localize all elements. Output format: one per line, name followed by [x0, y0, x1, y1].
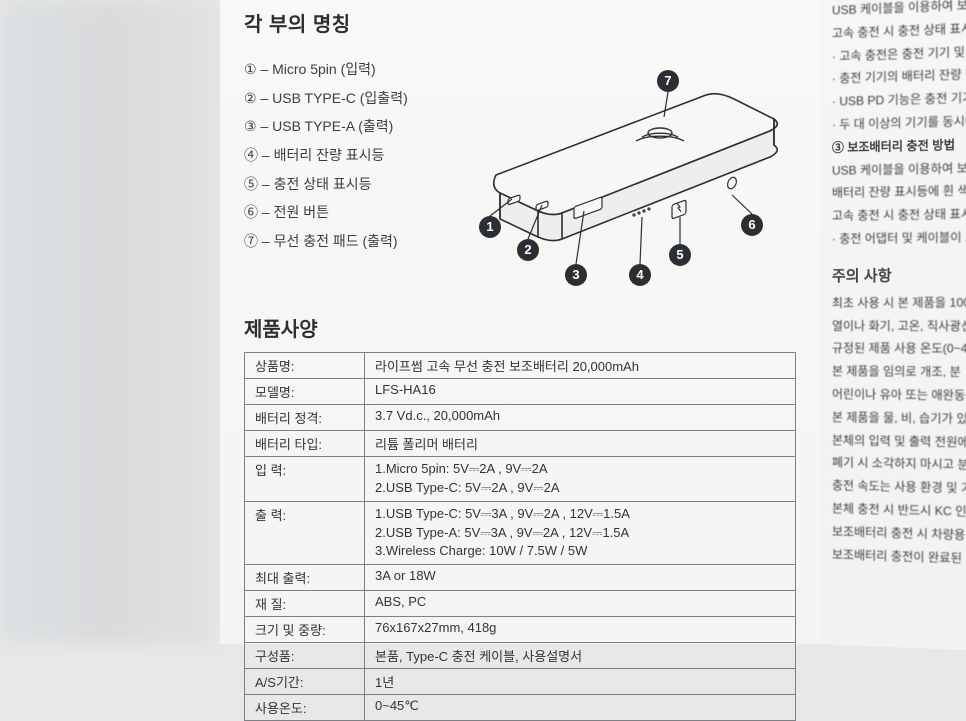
caution-heading: 주의 사항 [832, 264, 966, 286]
svg-text:5: 5 [676, 247, 683, 262]
spec-value: 3A or 18W [365, 565, 796, 591]
spec-label: 상품명: [245, 353, 365, 379]
callout-badge: 4 [629, 264, 651, 286]
callout-badge: 3 [565, 264, 587, 286]
callout-badge: 2 [517, 239, 539, 261]
right-text-line: 본 제품을 물, 비, 습기가 있 [832, 406, 966, 431]
right-text-line: 어린이나 유아 또는 애완동물 [832, 383, 966, 407]
parts-item: ③ – USB TYPE-A (출력) [244, 112, 444, 141]
svg-text:7: 7 [664, 73, 671, 88]
product-diagram: 1 2 3 4 5 6 7 [456, 55, 796, 285]
parts-area: ① – Micro 5pin (입력) ② – USB TYPE-C (입출력)… [244, 55, 796, 285]
right-text-line: 고속 충전 시 충전 상태 표시 [832, 203, 966, 228]
spec-label: 배터리 타입: [245, 431, 365, 457]
spec-label: 모델명: [245, 379, 365, 405]
callout-badge: 7 [657, 70, 679, 92]
parts-item: ⑥ – 전원 버튼 [244, 198, 444, 227]
svg-text:4: 4 [636, 267, 644, 282]
spec-label: 재 질: [245, 591, 365, 617]
spec-value: 라이프썸 고속 무선 충전 보조배터리 20,000mAh [365, 353, 796, 379]
right-text-line: 최초 사용 시 본 제품을 100% [832, 291, 966, 314]
spec-value: 76x167x27mm, 418g [365, 617, 796, 643]
parts-item: ⑤ – 충전 상태 표시등 [244, 170, 444, 199]
spec-label: 구성품: [245, 643, 365, 669]
parts-item: ② – USB TYPE-C (입출력) [244, 84, 444, 113]
spec-label: 입 력: [245, 457, 365, 502]
parts-list: ① – Micro 5pin (입력) ② – USB TYPE-C (입출력)… [244, 55, 444, 285]
spec-label: 사용온도: [245, 695, 365, 721]
spec-value: 1.Micro 5pin: 5V⎓2A , 9V⎓2A2.USB Type-C:… [365, 457, 796, 502]
spec-value: 본품, Type-C 충전 케이블, 사용설명서 [365, 643, 796, 669]
spec-value: 1년 [365, 669, 796, 695]
spec-value: 1.USB Type-C: 5V⎓3A , 9V⎓2A , 12V⎓1.5A2.… [365, 501, 796, 565]
spec-value: 리튬 폴리머 배터리 [365, 431, 796, 457]
right-text-line: 규정된 제품 사용 온도(0~45 [832, 337, 966, 361]
svg-text:1: 1 [486, 219, 493, 234]
spec-label: 최대 출력: [245, 565, 365, 591]
parts-section-title: 각 부의 명칭 [244, 8, 796, 37]
right-text-line: 열이나 화기, 고온, 직사광선을 [832, 314, 966, 337]
parts-item: ④ – 배터리 잔량 표시등 [244, 141, 444, 170]
spec-value: 3.7 Vd.c., 20,000mAh [365, 405, 796, 431]
spec-value: 0~45℃ [365, 695, 796, 721]
right-subheading: ③ 보조배터리 충전 방법 [832, 133, 966, 159]
blurred-background-left [0, 0, 220, 644]
svg-text:2: 2 [524, 242, 531, 257]
right-text-line: 폐기 시 소각하지 마시고 분리 [832, 452, 966, 478]
right-text-line: 본 제품을 임의로 개조, 분 [832, 360, 966, 384]
right-text-line: USB 케이블을 이용하여 보 [832, 156, 966, 182]
right-text-line: 보조배터리 충전이 완료된 [832, 543, 966, 571]
spec-label: 배터리 정격: [245, 405, 365, 431]
svg-text:6: 6 [748, 217, 755, 232]
callout-badge: 1 [479, 216, 501, 238]
right-text-line: · 충전 어댑터 및 케이블이 고 [832, 226, 966, 251]
right-fold-panel: USB 케이블을 이용하여 보고속 충전 시 충전 상태 표시등· 고속 충전은… [820, 0, 966, 651]
parts-item: ① – Micro 5pin (입력) [244, 55, 444, 84]
svg-text:3: 3 [572, 267, 579, 282]
spec-value: ABS, PC [365, 591, 796, 617]
callout-badge: 5 [669, 244, 691, 266]
spec-section-title: 제품사양 [244, 313, 796, 342]
main-document-panel: 각 부의 명칭 ① – Micro 5pin (입력) ② – USB TYPE… [220, 0, 820, 644]
right-text-line: · 두 대 이상의 기기를 동시에 [832, 110, 966, 137]
spec-label: 크기 및 중량: [245, 617, 365, 643]
spec-label: 출 력: [245, 501, 365, 565]
right-text-line: 본체의 입력 및 출력 전원에 [832, 429, 966, 454]
spec-value: LFS-HA16 [365, 379, 796, 405]
parts-item: ⑦ – 무선 충전 패드 (출력) [244, 227, 444, 256]
spec-table: 상품명:라이프썸 고속 무선 충전 보조배터리 20,000mAh모델명:LFS… [244, 352, 796, 721]
callout-badge: 6 [741, 214, 763, 236]
spec-label: A/S기간: [245, 669, 365, 695]
right-text-line: 배터리 잔량 표시등에 흰 색 [832, 179, 966, 205]
